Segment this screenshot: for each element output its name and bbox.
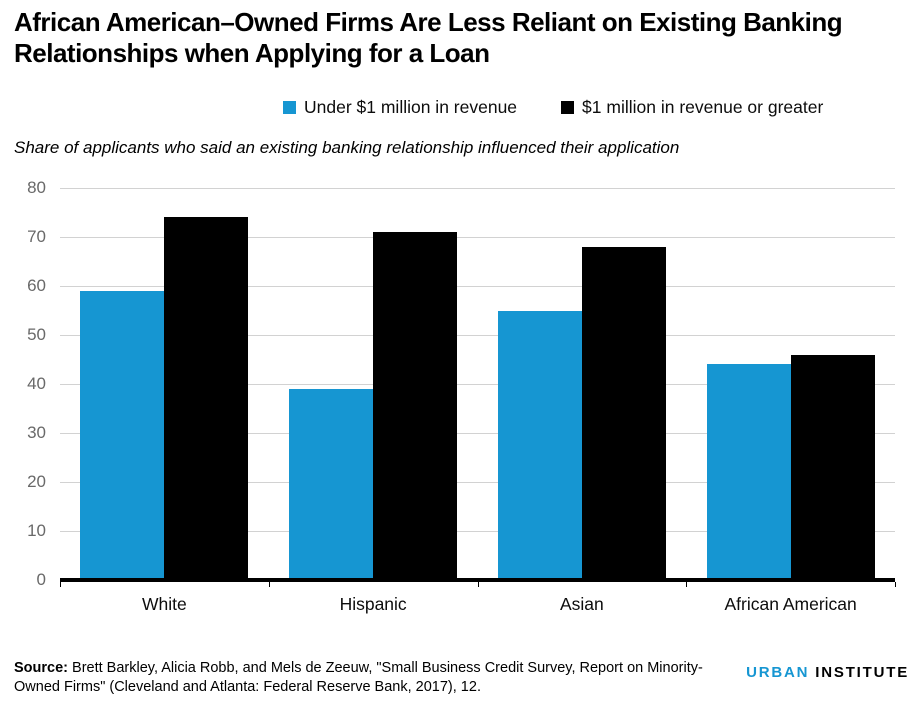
x-axis-tick	[268, 582, 270, 587]
logo-institute-text: INSTITUTE	[815, 664, 909, 681]
bar	[373, 232, 458, 580]
gridline	[60, 531, 895, 532]
x-axis-tick	[686, 582, 688, 587]
bar	[80, 290, 165, 580]
bar	[581, 246, 666, 580]
x-axis-tick	[895, 582, 896, 587]
gridline	[60, 335, 895, 336]
bar-groups	[60, 188, 895, 580]
y-tick-label: 40	[27, 374, 46, 393]
y-axis-tick-labels: 0 10 20 30 40 50 60 70 80	[0, 179, 46, 589]
bar-group-hispanic	[269, 188, 478, 580]
legend-label: Under $1 million in revenue	[304, 97, 518, 117]
chart-title: African American–Owned Firms Are Less Re…	[14, 7, 843, 69]
logo-urban-text: URBAN	[746, 664, 810, 681]
gridline	[60, 482, 895, 483]
source-text: Brett Barkley, Alicia Robb, and Mels de …	[14, 660, 703, 695]
chart-subtitle: Share of applicants who said an existing…	[14, 138, 680, 157]
x-axis-tick	[60, 582, 61, 587]
legend-swatch-icon	[561, 101, 575, 114]
x-axis-tick	[477, 582, 479, 587]
y-tick-label: 60	[27, 276, 46, 295]
bar-group-asian	[478, 188, 687, 580]
y-tick-label: 0	[36, 570, 46, 589]
gridline	[60, 237, 895, 238]
source-label: Source:	[14, 660, 68, 676]
y-tick-label: 70	[27, 227, 46, 246]
x-category-label: African American	[724, 594, 857, 614]
bar	[497, 310, 582, 580]
urban-institute-logo: URBAN INSTITUTE	[746, 664, 909, 681]
y-tick-label: 30	[27, 423, 46, 442]
bar	[790, 354, 875, 580]
legend-item: $1 million in revenue or greater	[561, 97, 823, 118]
x-category-label: White	[142, 594, 187, 614]
gridline	[60, 433, 895, 434]
x-axis-line	[60, 578, 895, 582]
x-category-label: Hispanic	[339, 594, 407, 614]
x-category-label: Asian	[559, 594, 604, 614]
bar-group-white	[60, 188, 269, 580]
gridline	[60, 188, 895, 189]
y-tick-label: 80	[27, 178, 46, 197]
gridline	[60, 384, 895, 385]
legend-swatch-icon	[283, 101, 296, 114]
bar	[164, 217, 249, 580]
bar	[706, 364, 791, 580]
source-note: Source: Brett Barkley, Alicia Robb, and …	[14, 659, 704, 697]
legend-item: Under $1 million in revenue	[283, 97, 517, 118]
x-axis-category-labels: White Hispanic Asian African American	[60, 594, 895, 615]
plot-area	[60, 188, 895, 580]
legend-label: $1 million in revenue or greater	[582, 97, 824, 117]
bar-group-african-american	[686, 188, 895, 580]
y-tick-label: 20	[27, 472, 46, 491]
legend: Under $1 million in revenue $1 million in…	[283, 97, 823, 118]
bar	[289, 388, 374, 580]
y-tick-label: 50	[27, 325, 46, 344]
y-tick-label: 10	[27, 521, 46, 540]
gridline	[60, 286, 895, 287]
